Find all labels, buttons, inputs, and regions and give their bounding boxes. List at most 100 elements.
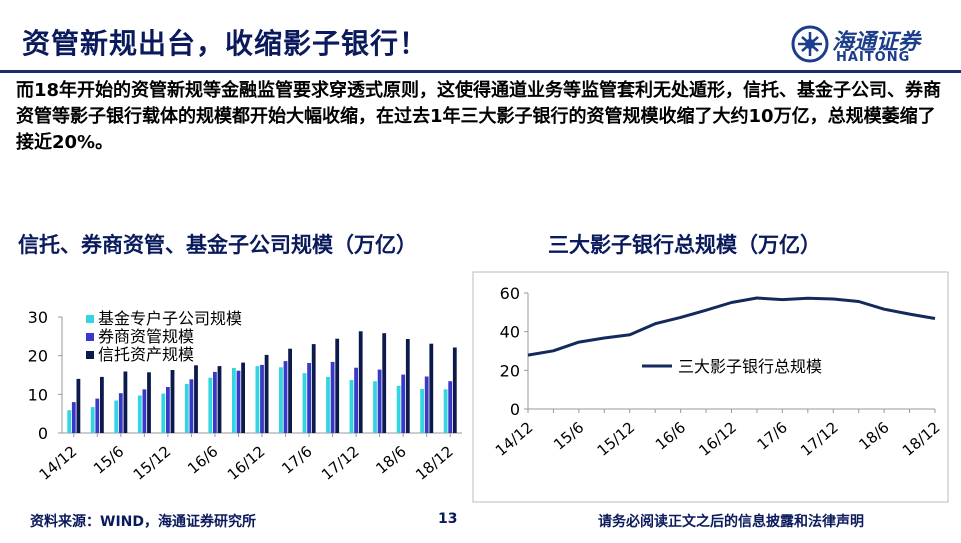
bar-2-16/3 <box>189 379 194 433</box>
bar-3-14/12 <box>76 378 81 433</box>
x-tick-label: 16/12 <box>224 442 269 484</box>
bar-3-17/6 <box>311 344 316 433</box>
x-tick-label: 16/6 <box>652 418 689 453</box>
bar-3-16/6 <box>217 366 222 433</box>
bar-2-17/6 <box>307 363 311 433</box>
bar-1-18/6 <box>396 385 401 433</box>
bar-2-18/9 <box>424 376 429 433</box>
y-tick-label: 60 <box>500 284 520 303</box>
y-tick-label: 0 <box>38 424 48 443</box>
bar-2-15/9 <box>142 389 147 433</box>
bar-1-14/12 <box>67 410 72 433</box>
bar-3-16/12 <box>264 354 269 433</box>
bar-2-18/6 <box>401 374 406 433</box>
footer-disclaimer: 请务必阅读正文之后的信息披露和法律声明 <box>598 514 864 530</box>
bar-2-15/12 <box>166 387 170 433</box>
bar-2-17/3 <box>283 361 288 433</box>
chart-frame <box>472 271 949 503</box>
bar-3-17/3 <box>288 348 292 433</box>
bar-3-18/3 <box>382 333 387 433</box>
bar-1-15/3 <box>90 407 95 433</box>
bar-1-16/6 <box>208 377 213 433</box>
bar-3-15/3 <box>100 376 104 433</box>
footer-source: 资料来源：WIND，海通证券研究所 <box>30 514 256 530</box>
header-divider <box>0 70 961 73</box>
legend-swatch <box>86 351 94 359</box>
right-chart-title: 三大影子银行总规模（万亿） <box>548 233 821 257</box>
page-title: 资管新规出台，收缩影子银行！ <box>22 27 429 60</box>
bar-3-17/9 <box>335 338 340 433</box>
bar-3-15/6 <box>123 371 128 433</box>
bar-2-18/12 <box>448 381 453 433</box>
y-tick-label: 0 <box>510 400 520 419</box>
left-chart-title: 信托、券商资管、基金子公司规模（万亿） <box>18 233 417 257</box>
bar-1-18/9 <box>420 388 424 433</box>
haitong-logo-icon <box>791 25 829 63</box>
bar-3-15/12 <box>170 370 175 433</box>
bar-3-18/9 <box>429 343 434 433</box>
x-tick-label: 15/12 <box>130 442 175 484</box>
bar-1-16/12 <box>255 366 260 433</box>
x-tick-label: 18/12 <box>899 418 944 460</box>
y-tick-label: 30 <box>28 308 48 327</box>
bar-1-18/12 <box>443 389 448 433</box>
logo-text: 海通证券 <box>832 29 921 55</box>
bar-chart: 0 10 20 30 14/12 15/6 15/12 16/6 16/12 17/6 17/12 1… <box>28 308 462 484</box>
page-number: 13 <box>438 511 458 527</box>
line-chart: 0 20 40 60 14/12 15/6 15/12 16/6 16/12 17/6 17/12 1… <box>472 271 949 503</box>
bar-2-18/3 <box>377 369 382 433</box>
bar-1-18/3 <box>373 381 377 433</box>
bar-3-17/12 <box>358 331 363 433</box>
bar-2-17/12 <box>354 367 358 433</box>
bar-1-17/6 <box>302 373 307 433</box>
logo: 海通证券 HAITONG <box>790 20 940 70</box>
bar-3-18/12 <box>452 347 457 433</box>
x-tick-label: 14/12 <box>36 442 81 484</box>
bar-3-16/9 <box>241 362 245 433</box>
y-tick-label: 40 <box>500 323 520 342</box>
x-tick-label: 17/6 <box>278 442 315 477</box>
bar-1-17/12 <box>349 380 354 433</box>
x-tick-label: 17/12 <box>318 442 363 484</box>
intro-paragraph: 而18年开始的资管新规等金融监管要求穿透式原则，这使得通道业务等监管套利无处遁形… <box>16 80 942 153</box>
x-tick-label: 18/6 <box>855 418 892 453</box>
legend-label: 三大影子银行总规模 <box>678 357 822 376</box>
bar-3-16/3 <box>194 365 198 433</box>
bar-1-16/3 <box>184 383 189 433</box>
x-tick-label: 15/6 <box>90 442 127 477</box>
x-tick-label: 17/12 <box>797 418 842 460</box>
bar-1-15/9 <box>137 395 142 433</box>
logo-subtext: HAITONG <box>836 50 911 65</box>
legend-label: 券商资管规模 <box>98 327 194 346</box>
bar-3-18/6 <box>405 339 410 433</box>
legend-label: 基金专户子公司规模 <box>98 309 242 328</box>
bar-1-17/9 <box>326 376 330 433</box>
x-tick-label: 16/6 <box>184 442 221 477</box>
legend-swatch <box>86 333 94 341</box>
y-tick-label: 20 <box>28 347 48 366</box>
bar-2-15/3 <box>95 398 100 433</box>
bar-3-15/9 <box>147 372 151 433</box>
bar-1-17/3 <box>279 367 283 433</box>
bar-1-15/12 <box>161 393 166 433</box>
x-tick-label: 17/6 <box>754 418 791 453</box>
y-tick-label: 20 <box>500 361 520 380</box>
bar-2-14/12 <box>71 402 76 433</box>
x-tick-label: 16/12 <box>695 418 740 460</box>
bar-2-16/6 <box>213 371 217 433</box>
y-tick-label: 10 <box>28 385 48 404</box>
legend-swatch <box>86 315 94 323</box>
legend-label: 信托资产规模 <box>98 345 194 364</box>
bar-2-16/12 <box>260 364 264 433</box>
series-line-total <box>527 296 936 357</box>
bar-1-15/6 <box>114 400 119 433</box>
bar-2-16/9 <box>236 370 241 433</box>
bar-2-15/6 <box>118 393 123 433</box>
x-tick-label: 15/6 <box>550 418 587 453</box>
x-tick-label: 15/12 <box>594 418 639 460</box>
x-tick-label: 18/6 <box>372 442 409 477</box>
bar-2-17/9 <box>330 361 335 433</box>
x-tick-label: 14/12 <box>492 418 537 460</box>
x-tick-label: 18/12 <box>412 442 457 484</box>
bar-1-16/9 <box>232 368 236 433</box>
